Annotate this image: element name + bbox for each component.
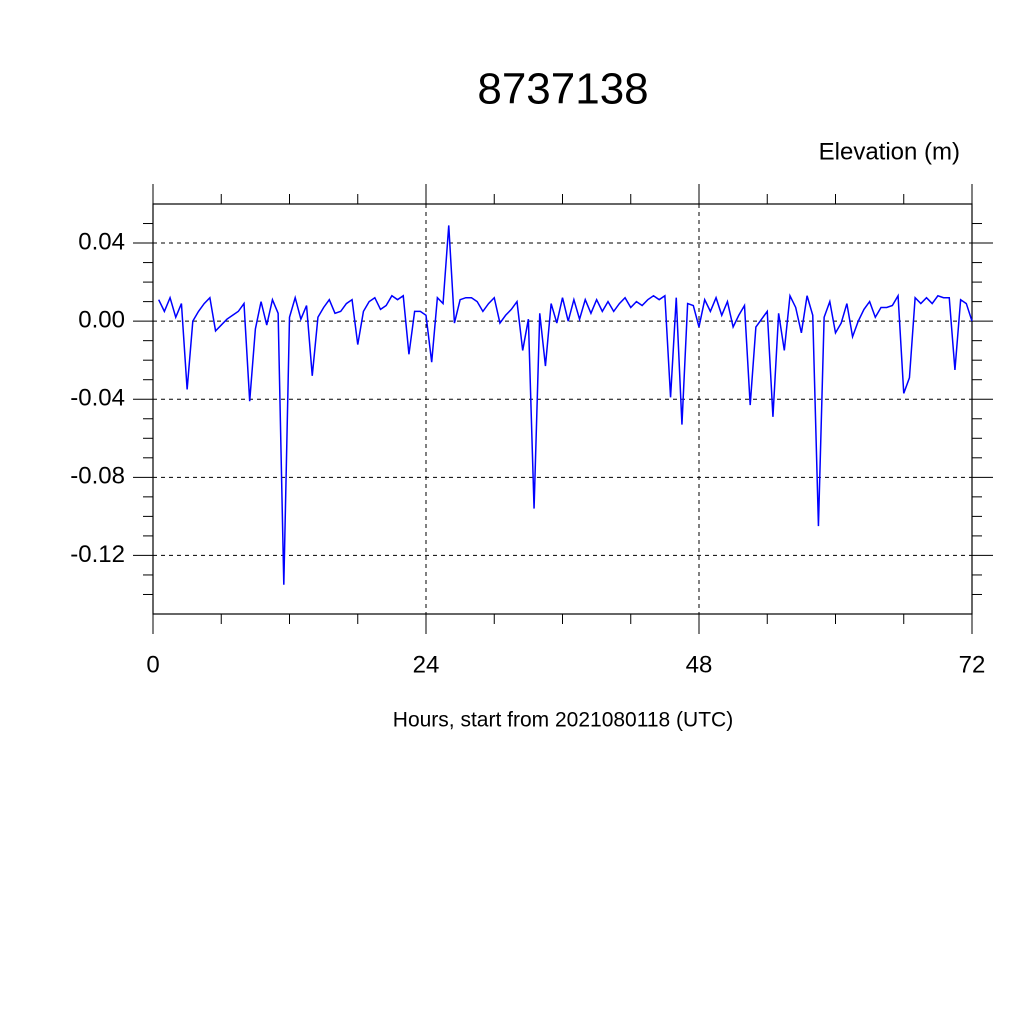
y-tick-label: -0.08	[70, 463, 125, 490]
x-tick-label: 48	[686, 651, 713, 678]
chart-title: 8737138	[477, 65, 648, 114]
data-line	[158, 225, 973, 585]
y-axis-label: Elevation (m)	[819, 138, 960, 165]
y-tick-label: -0.12	[70, 541, 125, 568]
plot-frame	[152, 203, 973, 615]
x-axis-label: Hours, start from 2021080118 (UTC)	[393, 709, 733, 732]
y-tick-label: 0.04	[78, 228, 125, 255]
y-tick-label: 0.00	[78, 306, 125, 333]
y-tick-label: -0.04	[70, 385, 125, 412]
x-tick-label: 24	[413, 651, 440, 678]
x-tick-label: 0	[146, 651, 159, 678]
x-tick-label: 72	[959, 651, 986, 678]
